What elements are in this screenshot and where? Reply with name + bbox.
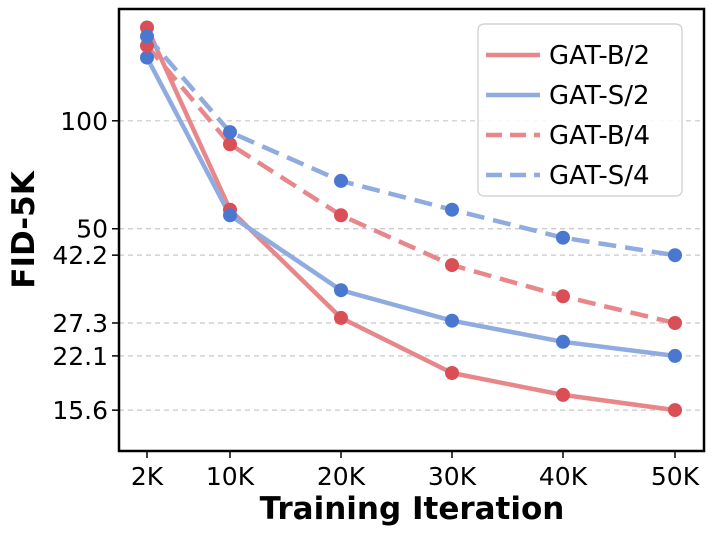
data-point	[668, 403, 682, 418]
x-tick-label: 10K	[206, 462, 255, 491]
data-point	[223, 137, 237, 152]
x-tick-label: 40K	[539, 462, 588, 491]
series-line	[144, 26, 676, 413]
data-point	[334, 283, 348, 298]
y-axis-label: FID-5K	[6, 170, 42, 288]
x-tick-label: 30K	[428, 462, 477, 491]
data-point	[445, 313, 459, 328]
series-markers	[140, 20, 682, 418]
legend: GAT-B/2 GAT-S/2 GAT-B/4 GAT-S/4	[477, 23, 683, 197]
data-point	[445, 258, 459, 273]
x-tick-label: 2K	[131, 462, 164, 491]
y-tick-label: 100	[60, 107, 108, 136]
x-tick-label: 50K	[651, 462, 700, 491]
series-line	[145, 44, 676, 326]
y-tick-label: 27.3	[52, 309, 108, 338]
data-point	[334, 208, 348, 223]
series-line	[145, 34, 676, 258]
data-point	[445, 202, 459, 217]
data-point	[445, 366, 459, 380]
data-point	[668, 248, 682, 263]
y-tick-label: 22.1	[52, 342, 108, 371]
x-axis-label: Training Iteration	[260, 491, 565, 527]
data-point	[556, 387, 570, 402]
data-point	[556, 334, 570, 349]
data-point	[140, 29, 154, 44]
legend-label: GAT-B/4	[549, 121, 650, 151]
y-ticks: 15.6 22.1 27.3 42.250 100	[52, 107, 119, 425]
data-point	[668, 348, 682, 363]
legend-label: GAT-S/4	[549, 161, 650, 191]
y-tick-label: 42.2	[52, 241, 108, 270]
x-ticks: 2K 10K 20K 30K 40K 50K	[131, 451, 700, 491]
series-lines	[144, 26, 676, 413]
x-tick-label: 20K	[317, 462, 366, 491]
legend-frame	[477, 23, 683, 197]
plot-frame	[117, 7, 706, 453]
data-point	[334, 173, 348, 188]
data-point	[556, 230, 570, 245]
y-tick-label: 15.6	[52, 396, 108, 425]
data-point	[223, 125, 237, 140]
y-tick-label: 50	[76, 215, 108, 244]
data-point	[334, 310, 348, 325]
data-point	[223, 208, 237, 223]
data-point	[140, 50, 154, 65]
legend-label: GAT-S/2	[549, 81, 650, 111]
series-line	[145, 56, 676, 359]
data-point	[556, 289, 570, 304]
data-point	[668, 316, 682, 330]
legend-label: GAT-B/2	[549, 41, 650, 71]
